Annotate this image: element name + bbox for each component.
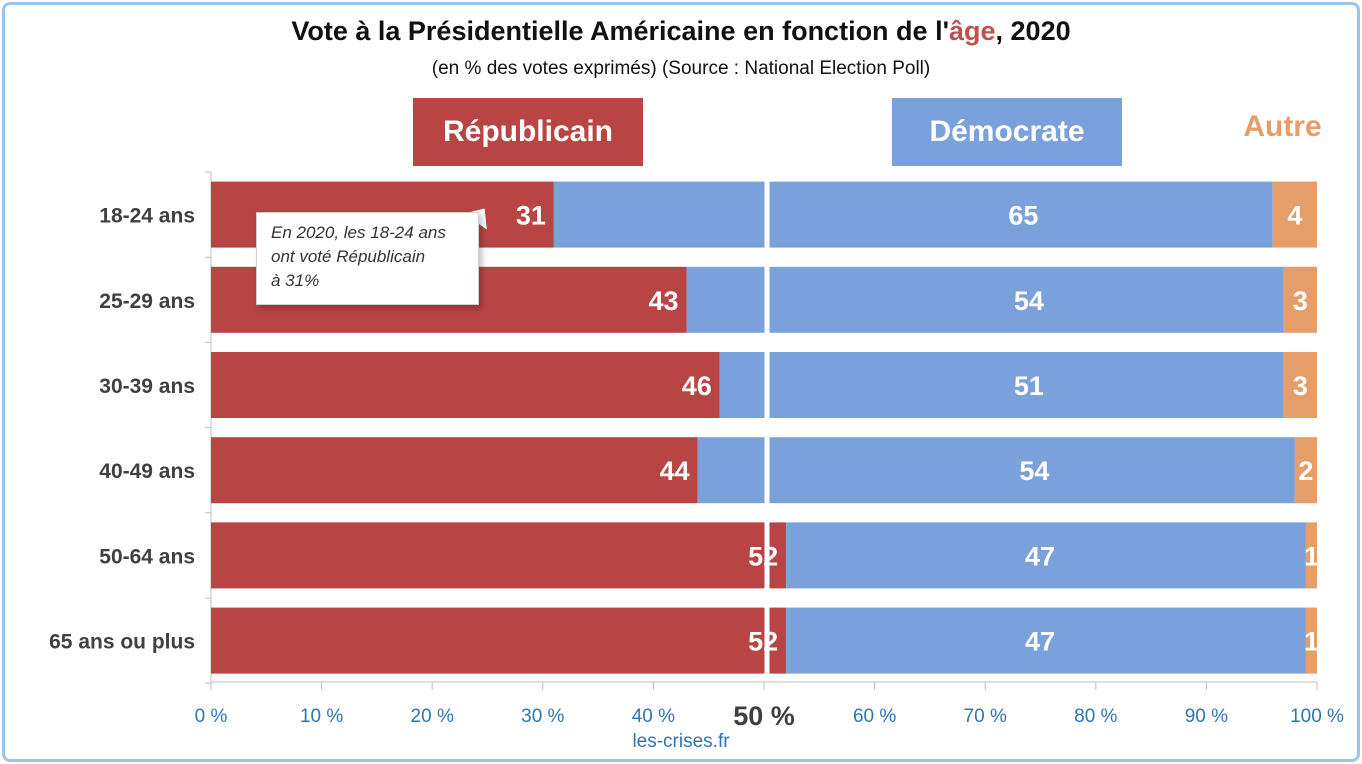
- data-label-other: 2: [1298, 456, 1313, 486]
- legend-democrat: Démocrate: [892, 98, 1122, 166]
- bar-republican: [211, 607, 787, 674]
- x-tick-label: 80 %: [1074, 706, 1117, 727]
- data-label-other: 3: [1293, 286, 1308, 316]
- bar-democrat: [686, 266, 1284, 333]
- bar-other: [1305, 607, 1317, 674]
- category-label: 30-39 ans: [99, 375, 195, 398]
- x-tick-label: 100 %: [1290, 706, 1344, 727]
- category-label: 65 ans ou plus: [49, 631, 195, 654]
- data-label-republican: 31: [516, 201, 546, 231]
- source-credit: les-crises.fr: [632, 731, 730, 752]
- x-tick-label-midpoint: 50 %: [733, 701, 795, 731]
- bar-republican: [211, 352, 720, 418]
- category-label: 50-64 ans: [99, 545, 195, 568]
- chart-subtitle: (en % des votes exprimés) (Source : Nati…: [431, 58, 931, 79]
- x-tick-label: 70 %: [964, 706, 1007, 727]
- bar-democrat: [719, 352, 1284, 418]
- bar-other: [1272, 181, 1317, 248]
- legend-republican: Républicain: [413, 98, 643, 166]
- bar-democrat: [553, 181, 1273, 248]
- title-part-1: Vote à la Présidentielle Américaine en f…: [291, 16, 949, 46]
- category-label: 40-49 ans: [99, 460, 195, 483]
- data-label-republican: 44: [660, 456, 690, 486]
- data-label-other: 3: [1293, 371, 1308, 401]
- data-label-other: 4: [1287, 201, 1302, 231]
- data-label-other: 1: [1304, 627, 1319, 657]
- bar-other: [1283, 352, 1317, 418]
- annotation-callout: En 2020, les 18-24 ans ont voté Républic…: [256, 212, 479, 305]
- callout-line-2: ont voté Républicain: [271, 247, 426, 266]
- data-label-democrat: 47: [1025, 541, 1055, 571]
- bar-other: [1283, 266, 1317, 333]
- x-tick-label: 30 %: [521, 706, 564, 727]
- bar-other: [1305, 522, 1317, 589]
- data-label-democrat: 51: [1014, 371, 1044, 401]
- bar-republican: [211, 522, 787, 589]
- bar-democrat: [786, 607, 1306, 674]
- x-tick-label: 40 %: [632, 706, 675, 727]
- x-tick-label: 90 %: [1185, 706, 1228, 727]
- callout-line-3: à 31%: [271, 271, 320, 290]
- data-label-republican: 43: [649, 286, 679, 316]
- data-label-democrat: 65: [1008, 201, 1038, 231]
- legend-other: Autre: [1243, 110, 1322, 143]
- data-label-republican: 46: [682, 371, 712, 401]
- data-label-republican: 52: [748, 541, 778, 571]
- title-accent-word: âge: [949, 16, 996, 46]
- x-tick-label: 20 %: [411, 706, 454, 727]
- data-label-republican: 52: [748, 627, 778, 657]
- category-label: 25-29 ans: [99, 290, 195, 313]
- data-label-democrat: 47: [1025, 627, 1055, 657]
- x-tick-label: 10 %: [300, 706, 343, 727]
- chart-title: Vote à la Présidentielle Américaine en f…: [0, 16, 1362, 47]
- bar-democrat: [786, 522, 1306, 589]
- bar-republican: [211, 437, 698, 504]
- callout-line-1: En 2020, les 18-24 ans: [271, 223, 446, 242]
- category-label: 18-24 ans: [99, 205, 195, 228]
- title-part-2: , 2020: [995, 16, 1071, 46]
- bar-other: [1294, 437, 1317, 504]
- x-tick-label: 0 %: [195, 706, 228, 727]
- bar-democrat: [697, 437, 1295, 504]
- data-label-democrat: 54: [1014, 286, 1044, 316]
- data-label-democrat: 54: [1019, 456, 1049, 486]
- data-label-other: 1: [1304, 541, 1319, 571]
- x-tick-label: 60 %: [853, 706, 896, 727]
